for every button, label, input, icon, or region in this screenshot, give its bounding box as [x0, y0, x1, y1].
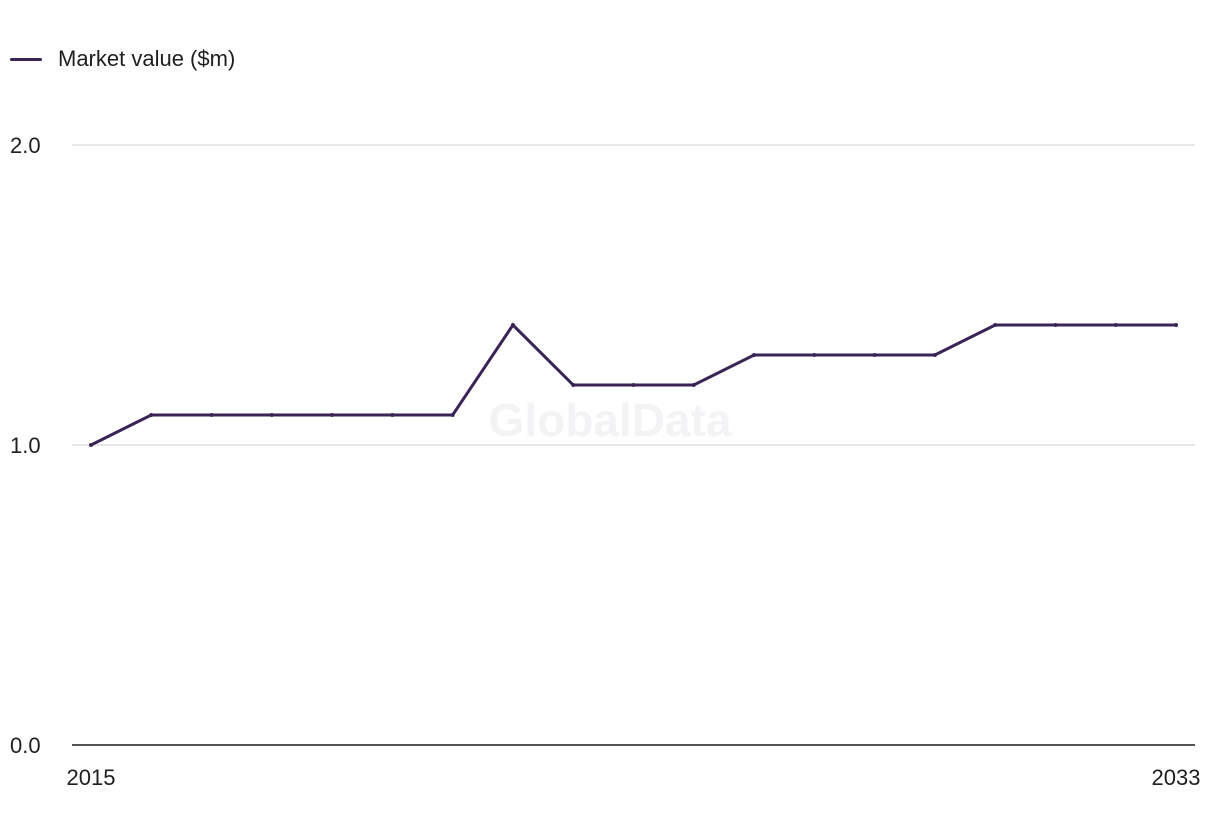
data-point	[510, 323, 515, 327]
data-point	[993, 323, 998, 327]
data-point	[209, 413, 214, 417]
y-tick-label: 0.0	[10, 733, 41, 758]
data-point	[149, 413, 154, 417]
legend: Market value ($m)	[10, 46, 235, 72]
legend-label: Market value ($m)	[58, 46, 236, 71]
data-point	[1113, 323, 1118, 327]
data-point	[812, 353, 817, 357]
data-point	[571, 383, 576, 387]
data-point	[450, 413, 455, 417]
data-point	[89, 443, 93, 447]
gridlines	[72, 144, 1195, 746]
data-point	[1174, 323, 1178, 327]
watermark: GlobalData	[489, 394, 732, 446]
y-axis-ticks: 0.0 1.0 2.0	[10, 133, 41, 758]
y-tick-label: 1.0	[10, 433, 41, 458]
data-point	[932, 353, 937, 357]
data-point	[269, 413, 274, 417]
data-point	[330, 413, 335, 417]
y-tick-label: 2.0	[10, 133, 41, 158]
data-point	[752, 353, 757, 357]
x-tick-label: 2033	[1152, 765, 1201, 790]
data-point	[1053, 323, 1058, 327]
data-point	[691, 383, 696, 387]
data-point	[872, 353, 877, 357]
legend-swatch	[10, 57, 42, 61]
x-axis-ticks: 2015 2033	[67, 765, 1201, 790]
data-point	[390, 413, 395, 417]
x-tick-label: 2015	[67, 765, 116, 790]
data-point	[631, 383, 636, 387]
series-group	[89, 322, 1178, 447]
